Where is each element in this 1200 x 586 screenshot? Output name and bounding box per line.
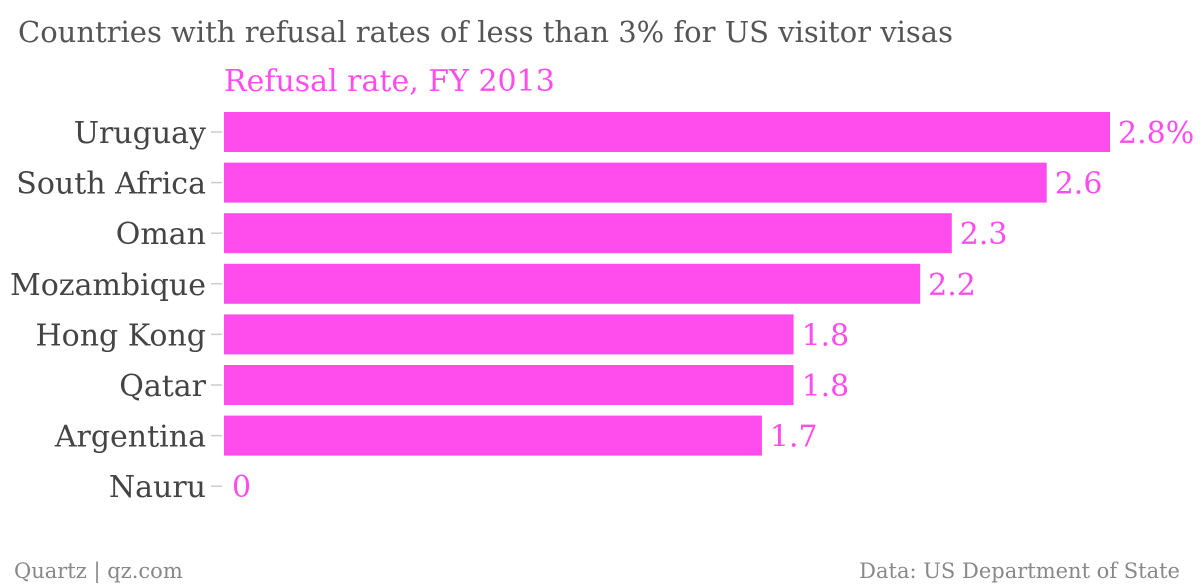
bar xyxy=(224,162,1047,203)
data-label: 1.7 xyxy=(770,420,818,455)
series-label: Refusal rate, FY 2013 xyxy=(224,64,555,99)
bar xyxy=(224,415,762,456)
bar xyxy=(224,263,921,304)
bar xyxy=(224,314,794,355)
category-label: Hong Kong xyxy=(36,318,206,353)
footer-source-right: Data: US Department of State xyxy=(859,559,1180,583)
data-label: 2.8% xyxy=(1118,116,1194,151)
data-label: 0 xyxy=(232,470,251,505)
bar xyxy=(224,112,1110,152)
category-label: Nauru xyxy=(109,470,206,505)
data-label: 2.3 xyxy=(960,217,1008,252)
category-label: Uruguay xyxy=(74,116,206,151)
data-label: 1.8 xyxy=(802,369,850,404)
bar xyxy=(224,213,952,254)
category-label: Qatar xyxy=(119,369,206,404)
bars-group: Uruguay 2.8% South Africa 2.6 Oman 2.3 Mozambi… xyxy=(10,112,1194,505)
data-label: 2.6 xyxy=(1055,167,1103,202)
data-label: 2.2 xyxy=(928,268,976,303)
category-label: Oman xyxy=(116,217,206,252)
bar xyxy=(224,365,794,405)
category-label: Mozambique xyxy=(10,268,206,303)
footer-source-left: Quartz | qz.com xyxy=(14,559,183,584)
chart-title: Countries with refusal rates of less tha… xyxy=(18,15,953,49)
category-label: Argentina xyxy=(54,420,206,455)
data-label: 1.8 xyxy=(802,318,850,353)
category-label: South Africa xyxy=(16,167,206,202)
